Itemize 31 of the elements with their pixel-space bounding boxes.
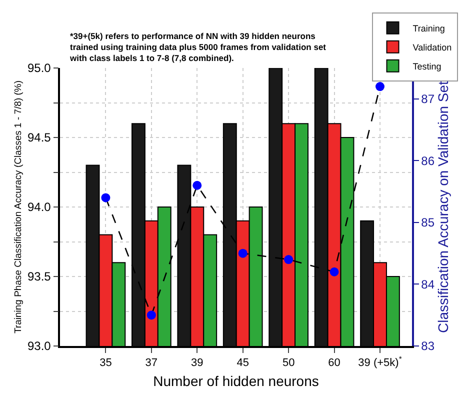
x-tick-label: 37: [145, 356, 158, 369]
y-tick-label: 94.0: [27, 200, 52, 214]
y2-tick-label: 83: [421, 339, 435, 354]
y2-tick-label: 84: [421, 277, 435, 292]
y-axis-title: Training Phase Classification Accuracy (Classes 1 - 7/8) (%): [13, 80, 24, 334]
y2-axis-title: Classification Accuracy on Validation Set: [434, 80, 451, 333]
x-tick-label: 60: [328, 356, 340, 369]
x-tick-label: 50: [282, 356, 295, 369]
y-tick-label: 93.5: [27, 270, 52, 284]
y-tick-label: 94.5: [27, 130, 52, 145]
legend-label: Training: [412, 23, 445, 34]
x-tick-label: 35: [100, 356, 112, 369]
y2-tick-label: 86: [421, 154, 435, 168]
x-tick-label: 39: [191, 356, 204, 369]
x-axis-title: Number of hidden neurons: [153, 372, 319, 389]
y-tick-label: 93.0: [27, 339, 52, 354]
y2-tick-label: 85: [421, 216, 435, 230]
y-tick-label: 95.0: [27, 61, 52, 76]
point: [192, 180, 202, 190]
point: [146, 310, 156, 320]
y2-tick-label: 87: [421, 92, 435, 106]
point: [238, 248, 248, 258]
point: [376, 82, 384, 92]
point: [284, 255, 294, 264]
text: *39+(5k) refers to performance of NN with 39 hidden neurons trained using training data plus 5000 frames from validation set with class labels 1 to 7-8 (7,8 combined).: [69, 31, 326, 64]
x-tick-label: 45: [236, 356, 249, 369]
x-tick-label: 39 (+5k)$^{*}$: [358, 354, 402, 369]
point: [101, 193, 110, 202]
point: [330, 267, 339, 276]
legend-label: Testing: [412, 61, 442, 72]
legend-label: Validation: [412, 42, 452, 52]
